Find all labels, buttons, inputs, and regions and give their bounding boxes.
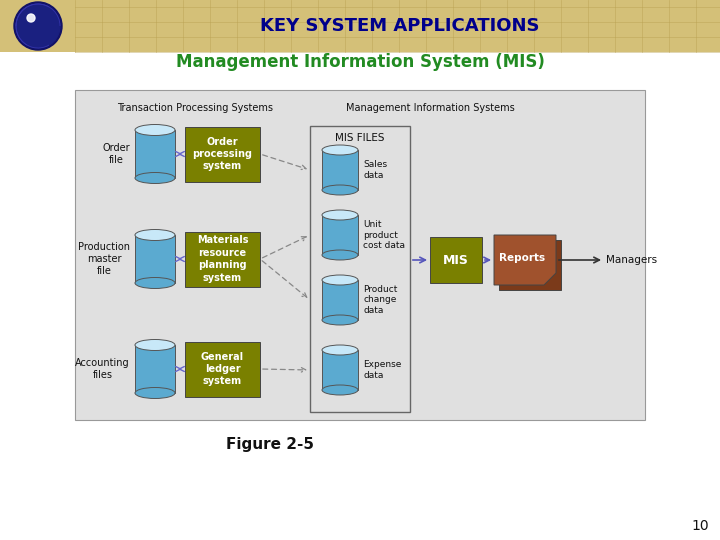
Bar [185, 341, 260, 396]
Ellipse shape [135, 278, 175, 288]
Text: Sales
data: Sales data [363, 160, 387, 180]
Text: Management Information Systems: Management Information Systems [346, 103, 514, 113]
Bar [185, 232, 260, 287]
Text: Product
change
data: Product change data [363, 285, 397, 315]
Text: Managers: Managers [606, 255, 657, 265]
Text: MIS FILES: MIS FILES [336, 133, 384, 143]
Text: Reports: Reports [499, 253, 545, 263]
Ellipse shape [322, 250, 358, 260]
Text: Management Information System (MIS): Management Information System (MIS) [176, 53, 544, 71]
Text: Transaction Processing Systems: Transaction Processing Systems [117, 103, 273, 113]
Ellipse shape [322, 385, 358, 395]
Ellipse shape [322, 145, 358, 155]
Ellipse shape [322, 210, 358, 220]
Text: Production
master
file: Production master file [78, 242, 130, 275]
Text: Expense
data: Expense data [363, 360, 401, 380]
Ellipse shape [322, 315, 358, 325]
Bar [322, 215, 358, 255]
Circle shape [27, 14, 35, 22]
Ellipse shape [322, 345, 358, 355]
Text: KEY SYSTEM APPLICATIONS: KEY SYSTEM APPLICATIONS [260, 17, 540, 35]
Bar [185, 126, 260, 181]
Bar [310, 126, 410, 412]
Text: Unit
product
cost data: Unit product cost data [363, 220, 405, 250]
Ellipse shape [322, 275, 358, 285]
Text: Accounting
files: Accounting files [76, 358, 130, 380]
Ellipse shape [135, 230, 175, 240]
Ellipse shape [135, 340, 175, 350]
Bar [322, 150, 358, 190]
Ellipse shape [135, 388, 175, 399]
Bar [135, 345, 175, 393]
Text: 10: 10 [691, 519, 708, 533]
Circle shape [14, 2, 62, 50]
Text: Order
processing
system: Order processing system [192, 137, 253, 171]
Bar [322, 280, 358, 320]
Bar [135, 235, 175, 283]
Text: MIS: MIS [443, 253, 469, 267]
Text: Figure 2-5: Figure 2-5 [226, 437, 314, 453]
Ellipse shape [135, 172, 175, 184]
Bar [0, 0, 720, 52]
Bar [135, 130, 175, 178]
Ellipse shape [322, 185, 358, 195]
Bar [322, 350, 358, 390]
Ellipse shape [135, 125, 175, 136]
Bar [75, 90, 645, 420]
Text: General
ledger
system: General ledger system [201, 352, 244, 387]
Bar [499, 240, 561, 290]
Text: Order
file: Order file [102, 143, 130, 165]
Circle shape [16, 4, 60, 48]
Polygon shape [494, 235, 556, 285]
Bar [430, 237, 482, 283]
Text: Materials
resource
planning
system: Materials resource planning system [197, 235, 248, 282]
